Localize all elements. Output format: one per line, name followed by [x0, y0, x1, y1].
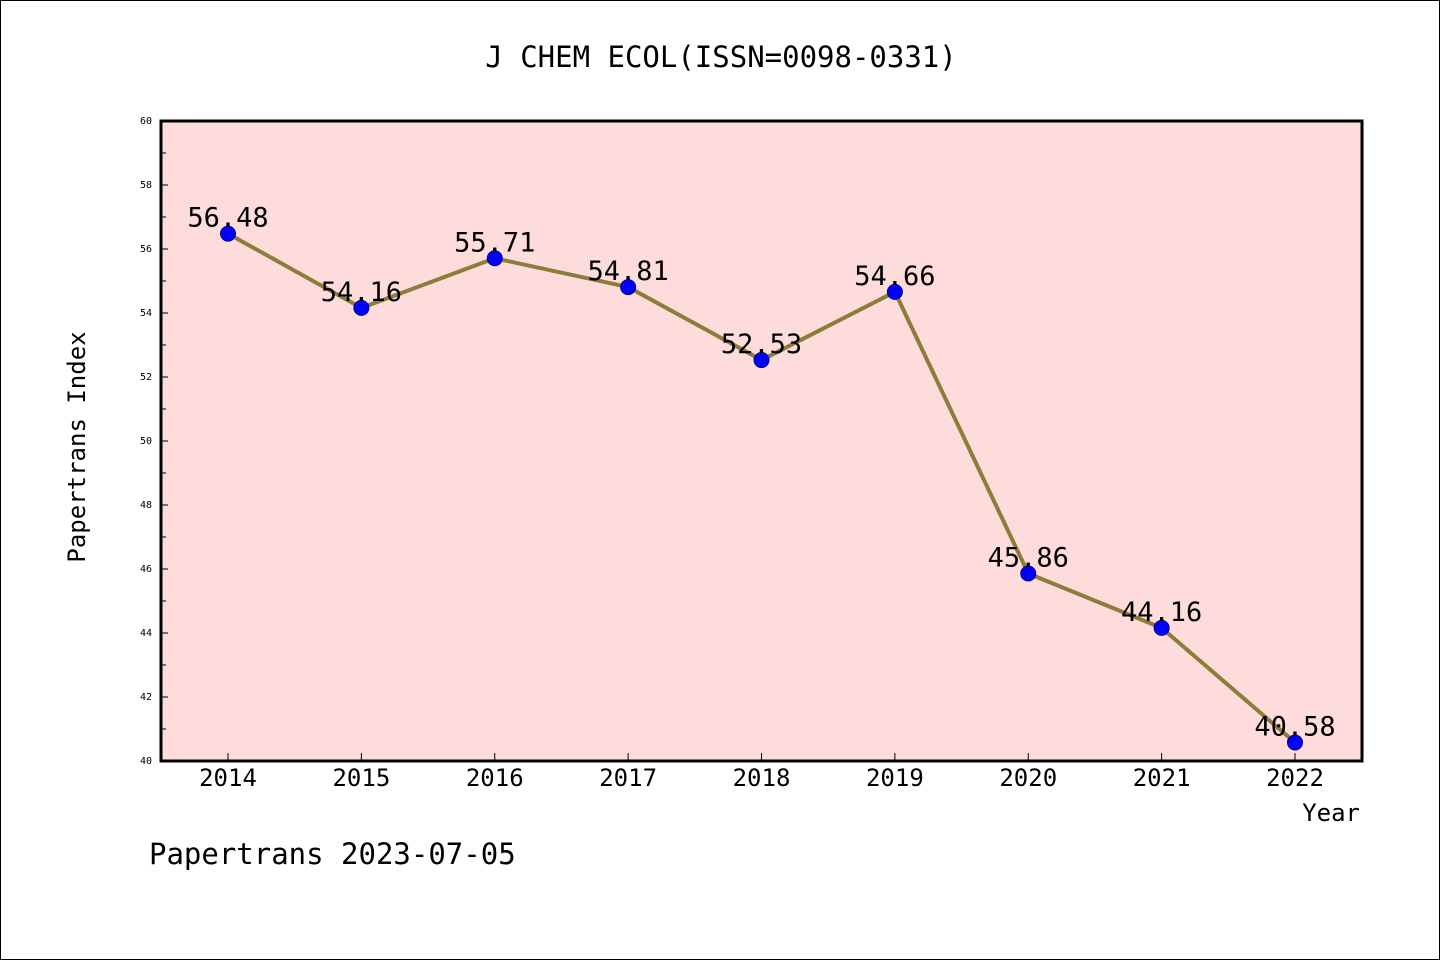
data-point-marker	[753, 352, 770, 369]
plot-area	[161, 121, 1362, 761]
data-point-marker	[1020, 565, 1037, 582]
data-label: 54.16	[321, 277, 402, 308]
y-tick-label: 58	[140, 180, 152, 191]
x-tick-label: 2020	[999, 764, 1057, 792]
data-label: 40.58	[1254, 711, 1335, 742]
data-point-marker	[1287, 734, 1303, 751]
y-axis-ticks: 40 42 44 46 48 50 52 54 56 58 60	[140, 116, 168, 767]
data-label: 54.81	[587, 256, 668, 287]
x-tick-label: 2017	[599, 764, 657, 792]
y-tick-label: 40	[140, 756, 152, 767]
y-tick-label: 42	[140, 692, 152, 703]
data-point-marker	[353, 299, 370, 316]
y-tick-label: 56	[140, 244, 152, 255]
x-tick-label: 2014	[199, 764, 257, 792]
data-point-marker	[220, 225, 236, 242]
x-tick-label: 2022	[1266, 764, 1324, 792]
x-tick-label: 2015	[332, 764, 390, 792]
x-tick-label: 2018	[733, 764, 791, 792]
data-point-marker	[486, 250, 503, 267]
y-tick-label: 52	[140, 372, 152, 383]
y-tick-label: 60	[140, 116, 152, 127]
footer-text: Papertrans 2023-07-05	[149, 837, 516, 871]
y-tick-label: 50	[140, 436, 152, 447]
data-label: 56.48	[187, 203, 268, 234]
chart-title: J CHEM ECOL(ISSN=0098-0331)	[485, 40, 956, 74]
y-tick-label: 54	[140, 308, 152, 319]
data-label: 54.66	[854, 261, 935, 292]
y-tick-label: 44	[140, 628, 152, 639]
y-tick-label: 48	[140, 500, 152, 511]
data-label: 45.86	[988, 542, 1069, 573]
data-labels: 56.48 54.16 55.71 54.81 52.53 54.66 45.86 44.16…	[187, 203, 1335, 743]
data-label: 52.53	[721, 329, 802, 360]
x-tick-label: 2019	[866, 764, 924, 792]
x-tick-label: 2021	[1133, 764, 1191, 792]
data-point-marker	[620, 279, 637, 296]
y-tick-label: 46	[140, 564, 152, 575]
data-point-marker	[886, 283, 903, 300]
x-axis-label: Year	[1302, 799, 1360, 827]
data-label: 44.16	[1121, 597, 1202, 628]
y-axis-label: Papertrans Index	[63, 331, 91, 562]
x-tick-label: 2016	[466, 764, 524, 792]
plot-border	[159, 119, 1364, 763]
data-point-marker	[1153, 619, 1170, 636]
data-label: 55.71	[454, 227, 535, 258]
x-axis-ticks: 2014 2015 2016 2017 2018 2019 2020 2021 2022	[199, 753, 1324, 792]
data-markers	[220, 225, 1303, 751]
